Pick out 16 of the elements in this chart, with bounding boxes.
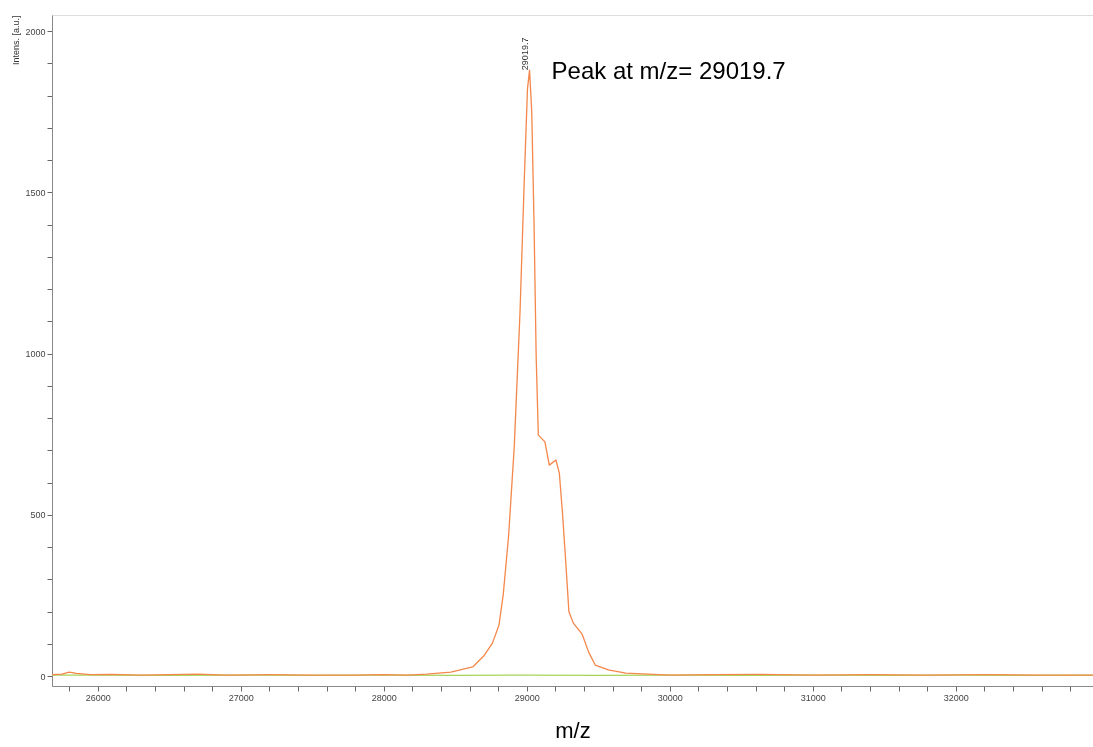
x-tick-label: 28000 (371, 692, 397, 703)
x-tick-label: 30000 (657, 692, 683, 703)
x-tick-label: 32000 (943, 692, 969, 703)
y-tick-label: 1500 (25, 187, 46, 198)
x-tick-label: 31000 (800, 692, 826, 703)
annotation: Peak at m/z= 29019.7 (551, 57, 786, 85)
x-tick-label: 26000 (85, 692, 111, 703)
x-tick-label: 27000 (228, 692, 254, 703)
x-tick-label: 29000 (514, 692, 540, 703)
y-tick-label: 1000 (25, 349, 46, 360)
annotation: 29019.7 (519, 37, 530, 71)
x-axis-title: m/z (555, 717, 591, 743)
y-tick-label: 2000 (25, 26, 46, 37)
y-tick-label: 500 (30, 510, 46, 521)
y-tick-label: 0 (40, 671, 46, 682)
y-axis-title: Intens. [a.u.] (11, 15, 22, 66)
